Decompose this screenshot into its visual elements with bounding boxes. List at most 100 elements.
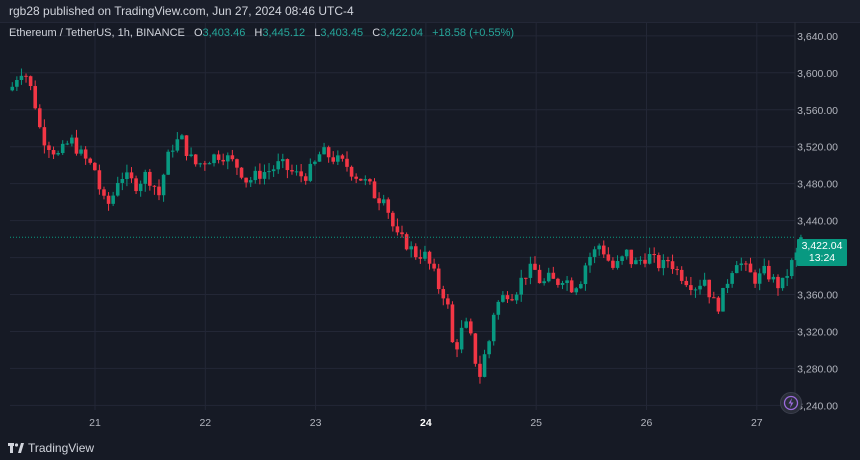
candle-body bbox=[239, 167, 244, 178]
last-price-tag: 3,422.04 13:24 bbox=[797, 239, 847, 266]
candle-body bbox=[647, 254, 652, 264]
y-tick-label: 3,360.00 bbox=[797, 290, 838, 302]
candle-body bbox=[611, 260, 615, 268]
candle-body bbox=[97, 170, 102, 190]
candle-body bbox=[712, 297, 716, 299]
low-label: L bbox=[314, 27, 321, 39]
candle-body bbox=[207, 163, 212, 165]
candle-body bbox=[299, 171, 303, 177]
candle-body bbox=[785, 276, 789, 278]
lightning-icon[interactable] bbox=[780, 392, 802, 414]
candle-body bbox=[404, 234, 409, 250]
candle-body bbox=[624, 249, 629, 257]
published-bar: rgb28 published on TradingView.com, Jun … bbox=[0, 0, 860, 23]
candles bbox=[10, 68, 803, 384]
candle-body bbox=[372, 181, 377, 199]
candle-body bbox=[693, 289, 698, 291]
candle-body bbox=[308, 163, 313, 181]
candle-body bbox=[267, 171, 271, 173]
candle-body bbox=[244, 177, 248, 183]
candle-body bbox=[744, 263, 748, 265]
candle-body bbox=[670, 261, 675, 270]
candle-body bbox=[427, 251, 432, 264]
candle-body bbox=[734, 265, 739, 274]
candle-body bbox=[138, 183, 143, 192]
open-value: 3,403.46 bbox=[202, 27, 246, 39]
candle-body bbox=[560, 283, 565, 285]
candle-body bbox=[514, 294, 519, 301]
candle-body bbox=[134, 178, 138, 192]
candle-body bbox=[381, 199, 386, 204]
candle-body bbox=[125, 172, 129, 179]
candle-body bbox=[395, 226, 400, 233]
change-value: +18.58 (+0.55%) bbox=[432, 27, 515, 39]
candle-body bbox=[303, 176, 308, 181]
x-tick-label: 23 bbox=[310, 417, 322, 429]
candle-body bbox=[794, 252, 799, 261]
candle-body bbox=[468, 321, 473, 334]
y-tick-label: 3,640.00 bbox=[797, 31, 838, 43]
candle-body bbox=[505, 295, 510, 300]
candle-body bbox=[28, 76, 33, 87]
candle-body bbox=[175, 139, 180, 151]
candle-body bbox=[748, 263, 753, 273]
candle-body bbox=[482, 354, 487, 377]
x-tick-label: 21 bbox=[89, 417, 101, 429]
candle-body bbox=[702, 279, 707, 286]
candle-body bbox=[601, 245, 606, 255]
candle-body bbox=[615, 261, 620, 268]
candle-body bbox=[253, 170, 258, 181]
candlestick-chart[interactable]: 3,240.003,280.003,320.003,360.003,400.00… bbox=[0, 22, 860, 436]
candle-body bbox=[638, 259, 643, 261]
candle-body bbox=[93, 162, 97, 171]
candle-body bbox=[579, 284, 583, 289]
candle-body bbox=[629, 249, 634, 265]
candle-body bbox=[780, 277, 785, 289]
candle-body bbox=[120, 178, 125, 183]
candle-body bbox=[533, 263, 537, 270]
tradingview-brand[interactable]: TradingView bbox=[8, 441, 94, 455]
candle-body bbox=[459, 327, 464, 350]
candle-body bbox=[221, 159, 225, 162]
candle-body bbox=[166, 151, 170, 175]
candle-body bbox=[565, 280, 569, 284]
candle-body bbox=[620, 256, 624, 262]
candle-body bbox=[336, 155, 340, 162]
candle-body bbox=[345, 158, 349, 167]
candle-body bbox=[519, 277, 524, 295]
last-price-value: 3,422.04 bbox=[801, 240, 843, 252]
candle-body bbox=[675, 269, 679, 271]
candle-body bbox=[739, 263, 744, 266]
candle-body bbox=[551, 272, 556, 279]
candle-body bbox=[757, 273, 762, 284]
candle-body bbox=[464, 321, 468, 328]
candle-body bbox=[88, 158, 93, 163]
candle-body bbox=[588, 256, 592, 266]
candle-body bbox=[679, 269, 684, 281]
candle-body bbox=[762, 265, 767, 274]
candle-body bbox=[455, 342, 459, 350]
candle-body bbox=[491, 314, 496, 342]
candle-body bbox=[789, 260, 794, 277]
candle-body bbox=[115, 182, 120, 196]
candle-body bbox=[349, 166, 354, 177]
candle-body bbox=[60, 143, 65, 154]
candle-body bbox=[386, 199, 391, 213]
y-tick-label: 3,520.00 bbox=[797, 142, 838, 154]
y-tick-label: 3,560.00 bbox=[797, 105, 838, 117]
candle-body bbox=[83, 149, 88, 159]
candle-body bbox=[363, 179, 368, 181]
candle-body bbox=[102, 189, 106, 196]
candle-body bbox=[189, 154, 193, 156]
candle-body bbox=[42, 127, 47, 146]
candle-body bbox=[510, 299, 514, 301]
candle-body bbox=[276, 161, 281, 170]
candle-body bbox=[230, 155, 235, 160]
candle-body bbox=[368, 179, 372, 182]
candle-body bbox=[33, 86, 37, 109]
candle-body bbox=[698, 285, 702, 290]
candle-body bbox=[290, 170, 294, 172]
candle-body bbox=[524, 277, 528, 279]
candle-body bbox=[721, 287, 725, 312]
candle-body bbox=[597, 245, 601, 250]
